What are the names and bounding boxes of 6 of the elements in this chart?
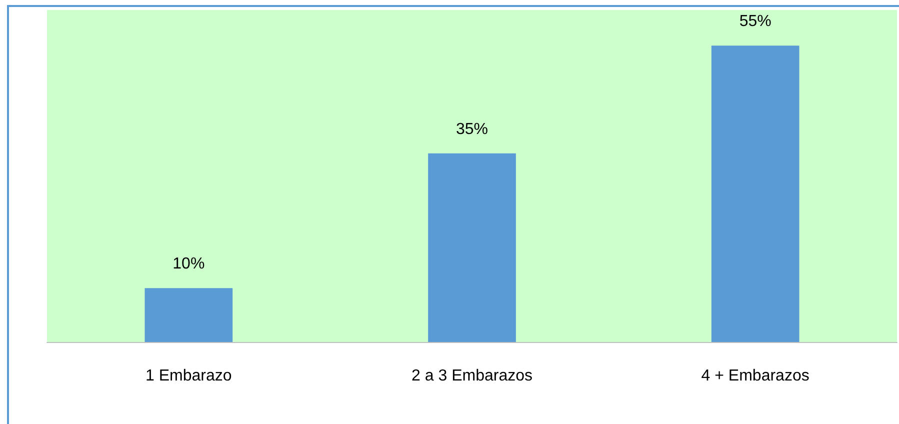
x-tick-label: 1 Embarazo <box>146 368 232 384</box>
data-label: 55% <box>739 13 772 30</box>
data-label: 35% <box>456 120 488 138</box>
x-tick-label: 2 a 3 Embarazos <box>412 368 532 384</box>
data-label: 10% <box>172 256 205 273</box>
x-tick-label: 4 + Embarazos <box>701 368 810 384</box>
